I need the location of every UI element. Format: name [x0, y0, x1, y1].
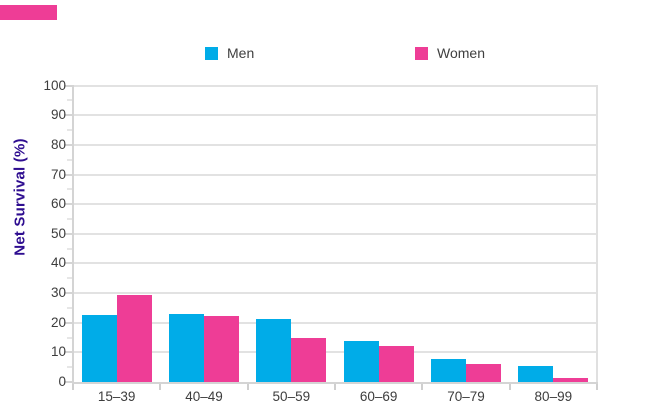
y-tick-40	[64, 262, 72, 265]
y-tick-30	[64, 292, 72, 295]
y-tick-100	[64, 84, 72, 87]
plot-right-border	[596, 85, 598, 384]
y-axis-label-40: 40	[50, 255, 66, 271]
bar-men-2	[169, 314, 204, 382]
bar-women-4	[378, 345, 414, 382]
bar-women-2	[204, 316, 239, 382]
x-axis-label-2: 40–49	[185, 389, 223, 404]
y-axis-label-90: 90	[50, 107, 66, 123]
gridline-y-50	[73, 232, 597, 235]
y-tick-90	[64, 114, 72, 117]
y-axis-line	[72, 85, 74, 384]
y-tick-80	[64, 143, 72, 146]
y-tick-50	[64, 232, 72, 235]
women-series-swatch-icon	[415, 46, 428, 60]
x-tick-5	[508, 384, 511, 390]
y-axis-label-100: 100	[43, 77, 66, 93]
legend-item-men[interactable]: Men	[205, 45, 254, 61]
bar-women-3	[291, 337, 327, 382]
y-axis-label-50: 50	[50, 225, 66, 241]
y-axis-label-80: 80	[50, 136, 66, 152]
x-tick-0	[72, 384, 74, 390]
x-tick-3	[334, 384, 336, 390]
gridline-y-40	[73, 262, 597, 265]
x-axis-label-1: 15–39	[97, 389, 136, 404]
x-axis-label-4: 60–69	[359, 389, 398, 404]
y-minor-tick-85	[67, 129, 72, 132]
y-tick-20	[64, 321, 72, 324]
y-minor-tick-55	[67, 217, 72, 220]
bar-men-4	[343, 341, 379, 382]
y-minor-tick-35	[67, 277, 72, 280]
y-minor-tick-95	[67, 99, 72, 102]
y-minor-tick-75	[67, 158, 72, 161]
y-axis-label-30: 30	[50, 285, 66, 301]
gridline-y-90	[73, 114, 597, 117]
y-minor-tick-15	[67, 336, 72, 339]
x-tick-1	[159, 384, 162, 390]
y-minor-tick-65	[67, 188, 72, 191]
gridline-y-20	[73, 321, 597, 324]
gridline-y-30	[73, 292, 597, 295]
y-tick-60	[64, 203, 72, 206]
gridline-y-70	[73, 173, 597, 176]
y-minor-tick-25	[67, 306, 72, 309]
y-tick-0	[64, 381, 72, 383]
x-axis-label-6: 80–99	[534, 389, 573, 404]
bar-men-3	[256, 318, 292, 382]
x-tick-6	[596, 384, 598, 390]
legend-item-women[interactable]: Women	[415, 45, 485, 61]
x-axis-line	[72, 382, 598, 384]
legend-label-women: Women	[437, 45, 485, 61]
gridline-y-80	[73, 143, 597, 146]
bar-men-5	[431, 358, 466, 382]
bar-women-6	[553, 377, 589, 382]
x-tick-4	[421, 384, 424, 390]
gridline-y-100	[73, 84, 597, 87]
gridline-y-60	[73, 203, 597, 206]
y-minor-tick-5	[67, 366, 72, 369]
gridline-y-10	[73, 351, 597, 354]
legend-label-men: Men	[227, 45, 255, 61]
y-tick-70	[64, 173, 72, 176]
x-tick-2	[246, 384, 249, 390]
men-series-swatch-icon	[205, 46, 218, 60]
x-axis-label-5: 70–79	[447, 389, 485, 404]
y-axis-label-70: 70	[50, 166, 66, 182]
y-minor-tick-45	[67, 247, 72, 250]
y-axis-label-0: 0	[58, 374, 66, 389]
bar-women-5	[466, 363, 501, 382]
bar-men-1	[81, 315, 117, 382]
y-axis-label-20: 20	[50, 314, 66, 330]
bar-women-1	[116, 294, 152, 382]
y-tick-10	[64, 351, 72, 354]
corner-marker	[0, 5, 57, 20]
y-axis-label-10: 10	[50, 344, 66, 360]
bar-men-6	[518, 365, 554, 382]
y-axis-label-60: 60	[50, 196, 66, 212]
x-axis-label-3: 50–59	[272, 389, 311, 404]
